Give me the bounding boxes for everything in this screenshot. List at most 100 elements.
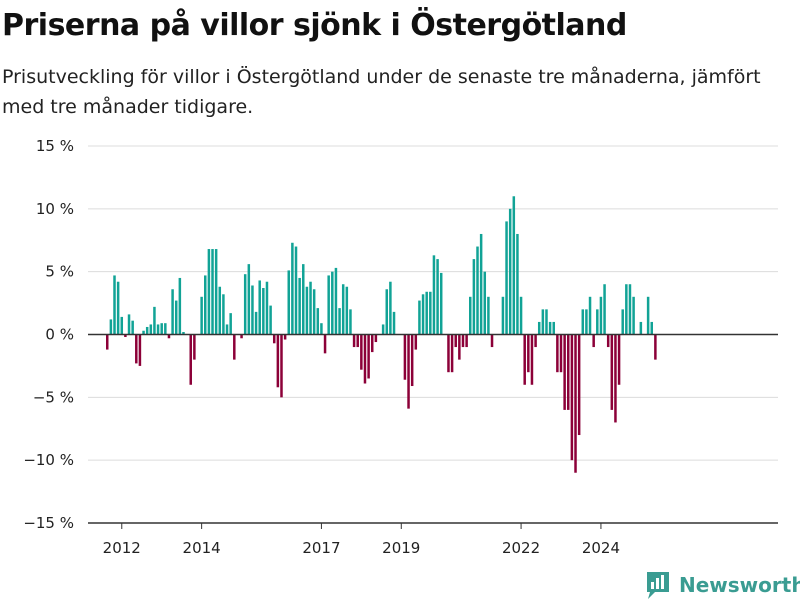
bar xyxy=(439,272,443,335)
bar xyxy=(120,316,124,335)
chart-title: Priserna på villor sjönk i Östergötland xyxy=(2,8,627,43)
bar xyxy=(302,264,305,335)
bar xyxy=(142,330,145,335)
bar xyxy=(610,334,614,410)
bar xyxy=(135,334,138,364)
bar xyxy=(603,284,606,335)
bar xyxy=(145,326,149,335)
bar xyxy=(109,319,113,335)
bar xyxy=(476,246,479,335)
bar xyxy=(563,334,566,410)
bar xyxy=(341,284,345,335)
bar xyxy=(479,233,483,335)
y-tick-label: 15 % xyxy=(36,137,74,155)
bar xyxy=(225,324,229,335)
bar xyxy=(545,309,548,335)
bar xyxy=(331,271,334,335)
bar xyxy=(621,309,624,335)
labels: 15 % 10 % 5 % 0 % −5 % −10 % −15 % 2012 2014 2017… xyxy=(23,0,685,557)
bar xyxy=(523,334,526,385)
bar xyxy=(559,334,563,373)
bar xyxy=(320,323,323,335)
bar xyxy=(272,334,276,344)
bar xyxy=(418,300,421,335)
y-tick-label: 0 % xyxy=(45,326,74,344)
bar xyxy=(345,286,349,335)
bar xyxy=(287,270,290,335)
bar xyxy=(178,277,182,335)
bar xyxy=(312,289,316,335)
bars xyxy=(106,196,657,473)
bar xyxy=(541,309,545,335)
bar xyxy=(171,289,174,335)
axes xyxy=(88,333,778,529)
bar xyxy=(338,308,341,335)
x-tick-label: 2012 xyxy=(103,539,141,557)
bar xyxy=(487,296,490,335)
bar xyxy=(349,309,352,335)
bar xyxy=(243,274,247,335)
newsworthy-logo-icon xyxy=(647,572,669,599)
bar xyxy=(127,314,131,335)
bar xyxy=(113,275,116,335)
bar xyxy=(309,281,312,335)
bar xyxy=(138,334,142,366)
bar xyxy=(280,334,283,398)
bar xyxy=(508,208,512,335)
bar xyxy=(294,246,298,335)
bar xyxy=(461,334,465,348)
bar xyxy=(585,309,588,335)
bar xyxy=(124,334,127,338)
bar xyxy=(519,296,523,335)
bar xyxy=(432,255,436,335)
bar xyxy=(596,309,599,335)
x-tick-label: 2024 xyxy=(582,539,620,557)
bar xyxy=(577,334,581,436)
bar xyxy=(606,334,610,348)
bar xyxy=(389,281,392,335)
bar xyxy=(512,196,516,335)
bar xyxy=(530,334,534,385)
bar xyxy=(632,296,635,335)
bar xyxy=(334,267,338,335)
bar xyxy=(410,334,414,387)
bar xyxy=(436,259,439,335)
bar xyxy=(160,323,163,335)
bar xyxy=(214,249,218,335)
bar xyxy=(305,286,309,335)
bar xyxy=(548,321,552,335)
bar xyxy=(363,334,367,384)
bar xyxy=(204,275,207,335)
chart-subtitle: Prisutveckling för villor i Östergötland… xyxy=(2,66,761,118)
bar xyxy=(149,324,153,335)
bar xyxy=(222,294,225,335)
bar xyxy=(106,334,109,350)
bar xyxy=(291,242,294,335)
bar xyxy=(233,334,236,360)
bar xyxy=(392,311,396,335)
bar xyxy=(167,334,171,339)
x-tick-label: 2014 xyxy=(183,539,221,557)
bar xyxy=(229,313,232,335)
bar xyxy=(646,296,650,335)
bar xyxy=(403,334,407,380)
bar xyxy=(490,334,494,348)
bar xyxy=(374,334,378,343)
bar xyxy=(262,288,265,335)
bar xyxy=(628,284,632,335)
bar xyxy=(414,334,418,350)
brand-name: Newsworthy xyxy=(679,573,800,597)
bar xyxy=(501,296,505,335)
bar xyxy=(574,334,577,473)
bar xyxy=(469,296,472,335)
bar xyxy=(164,323,167,335)
bar xyxy=(367,334,370,379)
bar xyxy=(447,334,450,373)
x-tick-label: 2022 xyxy=(502,539,540,557)
y-tick-label: −10 % xyxy=(23,451,74,469)
bar xyxy=(218,286,222,335)
bar xyxy=(614,334,617,423)
brand-logo: Newsworthy xyxy=(645,569,800,601)
bar xyxy=(269,305,272,335)
